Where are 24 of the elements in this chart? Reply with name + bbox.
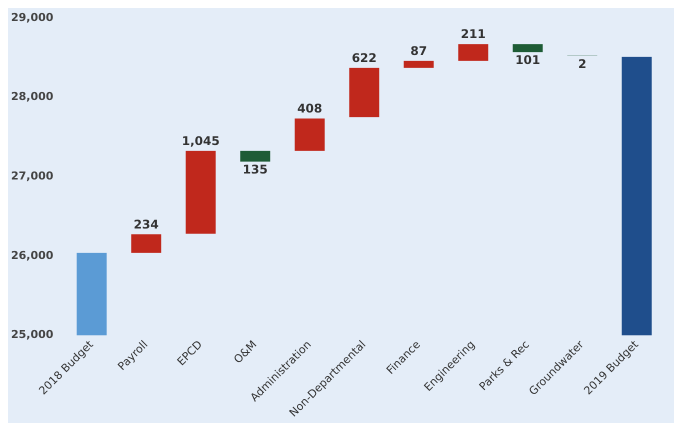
- data-label: 135: [242, 162, 268, 177]
- data-label: 408: [297, 102, 322, 116]
- y-tick-label: 26,000: [10, 248, 54, 262]
- data-label: 211: [460, 27, 486, 42]
- y-tick-label: 29,000: [10, 10, 54, 24]
- bar: [131, 234, 162, 253]
- bar: [240, 150, 270, 162]
- y-tick-label: 27,000: [10, 170, 54, 183]
- bar: [622, 56, 652, 336]
- bar: [512, 44, 543, 52]
- bar: [294, 118, 325, 151]
- y-tick-label: 25,000: [10, 328, 54, 342]
- bar: [349, 68, 380, 118]
- data-label: 2: [578, 56, 586, 71]
- data-label: 234: [134, 217, 159, 232]
- y-tick-label: 28,000: [10, 90, 54, 104]
- bar: [458, 44, 488, 61]
- bar: [76, 252, 107, 336]
- bar: [404, 60, 434, 68]
- data-label: 87: [410, 44, 428, 58]
- data-label: 622: [352, 50, 377, 65]
- data-label: 1,045: [182, 134, 220, 148]
- bar: [186, 150, 216, 234]
- data-label: 101: [515, 53, 540, 68]
